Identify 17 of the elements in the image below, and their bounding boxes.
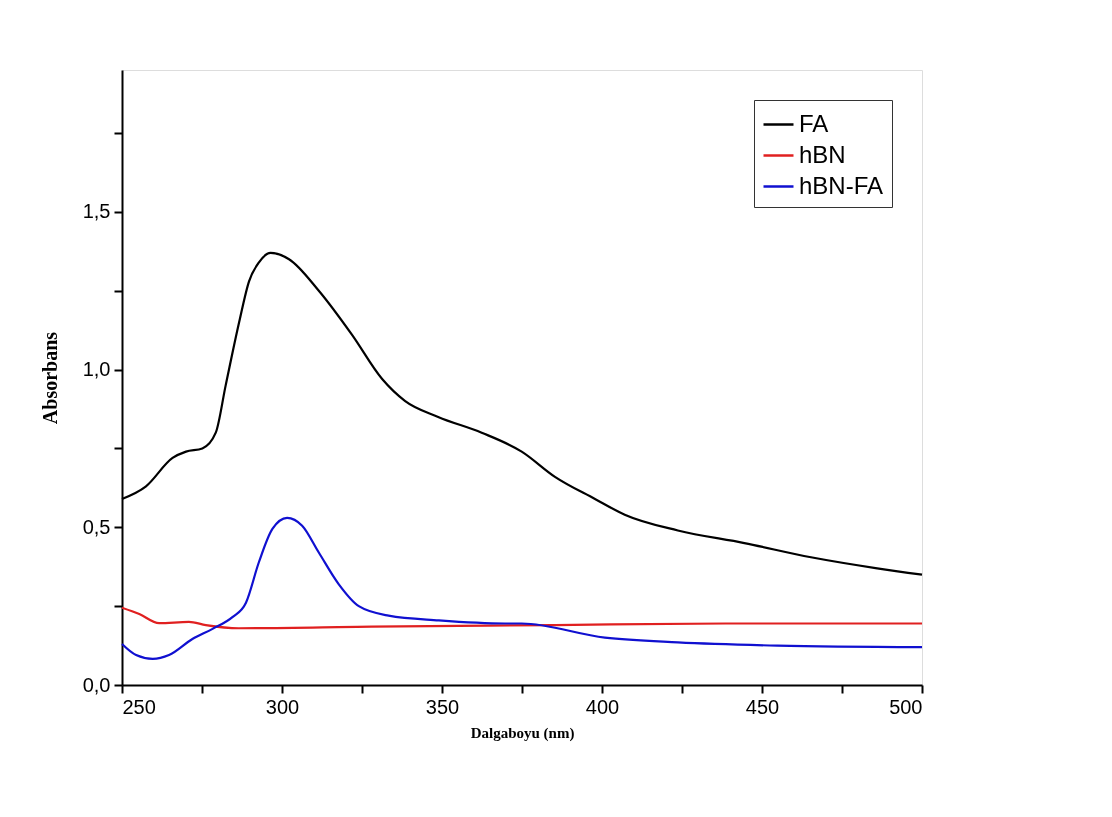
- line-series: [120, 516, 924, 660]
- y-tick-label: 0,5: [82, 515, 111, 538]
- x-tick-label: 350: [425, 695, 460, 718]
- x-tick-label: 300: [265, 695, 300, 718]
- legend-label: hBN-FA: [799, 171, 884, 199]
- line-series: [120, 606, 924, 630]
- x-tick-label: 400: [585, 695, 620, 718]
- legend-label: FA: [799, 109, 829, 137]
- y-tick-label: 0,0: [82, 673, 111, 696]
- y-tick-label: 1,5: [82, 200, 111, 223]
- x-tick-label: 500: [889, 695, 923, 718]
- y-tick-label: 1,0: [82, 358, 111, 381]
- x-axis-title: Dalgaboyu (nm): [470, 724, 575, 742]
- x-tick-label: 450: [745, 695, 780, 718]
- y-axis-title: Absorbans: [38, 331, 61, 425]
- x-tick-label: 250: [122, 695, 156, 718]
- legend-label: hBN: [799, 140, 846, 168]
